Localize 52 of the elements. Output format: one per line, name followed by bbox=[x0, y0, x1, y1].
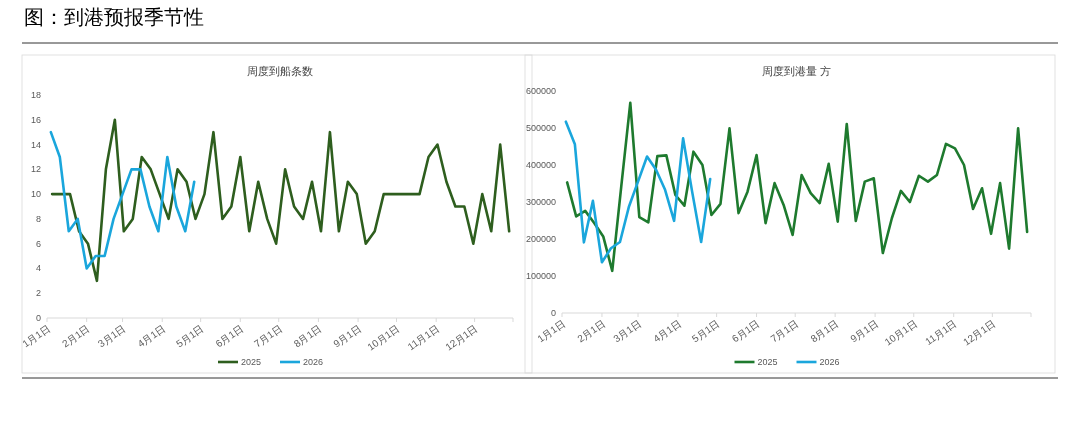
x-tick-label: 9月1日 bbox=[848, 317, 881, 345]
x-tick-label: 11月1日 bbox=[405, 322, 442, 353]
y-tick-label: 8 bbox=[35, 213, 41, 224]
x-tick-label: 7月1日 bbox=[768, 317, 801, 345]
text: 图：到港预报季节性 bbox=[24, 6, 204, 28]
x-tick-label: 11月1日 bbox=[923, 317, 959, 348]
x-tick-label: 2月1日 bbox=[575, 317, 608, 345]
x-tick-label: 1月1日 bbox=[20, 322, 53, 350]
x-tick-label: 2月1日 bbox=[60, 322, 92, 350]
x-tick-label: 5月1日 bbox=[173, 322, 206, 350]
y-tick-label: 200000 bbox=[525, 234, 556, 244]
x-tick-label: 1月1日 bbox=[535, 317, 568, 345]
y-tick-label: 14 bbox=[30, 139, 41, 150]
x-tick-label: 8月1日 bbox=[291, 322, 324, 350]
x-tick-label: 10月1日 bbox=[365, 322, 402, 353]
legend-label: 2026 bbox=[819, 357, 840, 367]
x-tick-label: 8月1日 bbox=[808, 317, 841, 345]
line-series bbox=[50, 118, 511, 283]
y-tick-label: 4 bbox=[35, 263, 41, 274]
y-tick-label: 18 bbox=[30, 90, 41, 100]
chart-title: 周度到港量 方 bbox=[761, 65, 832, 77]
chart-title: 周度到船条数 bbox=[247, 65, 313, 77]
x-tick-label: 6月1日 bbox=[213, 322, 246, 350]
y-tick-label: 0 bbox=[550, 308, 556, 318]
y-tick-label: 16 bbox=[30, 114, 41, 125]
y-tick-label: 0 bbox=[35, 313, 41, 323]
y-tick-label: 2 bbox=[35, 288, 41, 299]
y-tick-label: 10 bbox=[30, 189, 41, 200]
y-tick-label: 12 bbox=[30, 164, 41, 175]
legend-label: 2025 bbox=[757, 357, 778, 367]
y-tick-label: 300000 bbox=[525, 197, 556, 207]
y-tick-label: 100000 bbox=[525, 271, 556, 281]
line-series bbox=[49, 130, 196, 270]
y-tick-label: 6 bbox=[35, 238, 41, 249]
y-tick-label: 600000 bbox=[525, 86, 556, 96]
line-series bbox=[564, 120, 712, 264]
x-tick-label: 4月1日 bbox=[135, 322, 168, 350]
x-tick-label: 3月1日 bbox=[611, 317, 644, 345]
x-tick-label: 10月1日 bbox=[882, 317, 919, 348]
x-tick-label: 6月1日 bbox=[729, 317, 762, 345]
x-tick-label: 12月1日 bbox=[961, 317, 998, 348]
x-tick-label: 3月1日 bbox=[95, 322, 128, 350]
x-tick-label: 4月1日 bbox=[651, 317, 684, 345]
y-tick-label: 400000 bbox=[525, 160, 556, 170]
x-tick-label: 7月1日 bbox=[252, 322, 284, 350]
legend-label: 2025 bbox=[241, 357, 262, 367]
x-tick-label: 12月1日 bbox=[443, 322, 480, 353]
x-tick-label: 5月1日 bbox=[689, 317, 722, 345]
line-series bbox=[565, 101, 1029, 273]
x-tick-label: 9月1日 bbox=[331, 322, 364, 350]
legend-label: 2026 bbox=[303, 357, 324, 367]
y-tick-label: 500000 bbox=[525, 123, 556, 133]
